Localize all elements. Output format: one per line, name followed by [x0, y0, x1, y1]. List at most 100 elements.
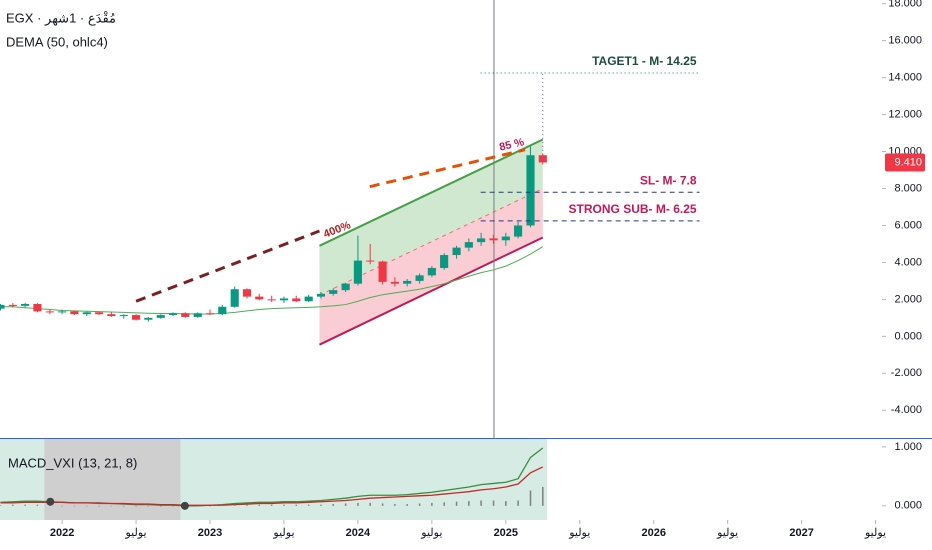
histogram-bar: [357, 502, 359, 506]
level-label: TAGET1 - M- 14.25: [592, 54, 697, 68]
channel-upper-fill: [319, 139, 543, 296]
candle-body: [427, 267, 436, 276]
histogram-bar: [147, 505, 150, 507]
candle-body: [341, 283, 350, 291]
candle-body: [255, 296, 264, 300]
level-label: SL- M- 7.8: [640, 173, 697, 187]
candle-body: [292, 298, 301, 302]
y-tick-label: -4.000: [891, 404, 922, 416]
y-tick-label: 6.000: [894, 219, 922, 231]
candle-body: [193, 313, 202, 317]
candle-body: [205, 313, 215, 315]
histogram-bar: [0, 505, 2, 506]
series-line: [0, 246, 544, 315]
histogram-bar: [98, 505, 100, 507]
histogram-bar: [61, 505, 63, 507]
histogram-bar: [480, 500, 482, 506]
candle-body: [440, 255, 449, 268]
y-tick-label: -2.000: [891, 367, 922, 379]
histogram-bar: [529, 490, 532, 506]
histogram-bar: [135, 505, 137, 507]
histogram-bar: [209, 505, 211, 507]
candle-body: [21, 304, 30, 306]
legend-entry: DEMA (50, ohlc4): [6, 34, 108, 49]
candle-body: [33, 304, 42, 312]
histogram-bar: [283, 504, 285, 506]
candle-body: [415, 275, 424, 281]
candle-body: [181, 313, 190, 317]
histogram-bar: [160, 505, 162, 507]
candle-body: [390, 281, 399, 284]
candle-body: [230, 289, 239, 307]
candle-body: [119, 315, 128, 317]
candle-body: [489, 238, 498, 241]
macd-title: MACD_VXI (13, 21, 8): [8, 455, 137, 470]
histogram-bar: [123, 505, 125, 507]
candle-body: [526, 155, 535, 226]
y-tick-label: 14.000: [888, 72, 922, 84]
y-tick-label: 8.000: [894, 182, 922, 194]
candle-body: [304, 296, 313, 302]
histogram-bar: [505, 501, 507, 506]
x-tick-label: 2024: [346, 527, 371, 539]
histogram-bar: [110, 505, 113, 507]
histogram-bar: [443, 502, 445, 506]
candle-body: [70, 311, 79, 315]
candle-body: [8, 304, 17, 306]
candle-body: [218, 306, 227, 315]
candle-body: [82, 312, 91, 315]
trendline: [369, 148, 526, 189]
candle-body: [95, 312, 104, 315]
candle-body: [329, 290, 338, 294]
x-tick-label: 2027: [789, 527, 813, 539]
histogram-bar: [492, 500, 495, 506]
histogram-bar: [307, 504, 310, 506]
histogram-bar: [196, 505, 199, 507]
x-tick-label: يوليو: [716, 527, 738, 539]
histogram-bar: [24, 504, 26, 506]
candle-body: [279, 298, 289, 301]
x-tick-label: يوليو: [864, 527, 886, 539]
channel-lower-fill: [319, 188, 543, 345]
y-tick-label: 2.000: [894, 293, 922, 305]
histogram-bar: [406, 504, 408, 506]
histogram-bar: [344, 503, 347, 506]
histogram-bar: [468, 501, 470, 506]
histogram-bar: [270, 504, 273, 506]
candle-body: [378, 261, 387, 282]
y-tick-label: 0.000: [894, 330, 922, 342]
histogram-bar: [455, 501, 458, 506]
x-tick-label: 2022: [50, 527, 74, 539]
candle-body: [267, 299, 276, 301]
x-tick-label: يوليو: [568, 527, 590, 539]
histogram-bar: [73, 505, 76, 507]
candle-body: [0, 304, 5, 309]
histogram-bar: [246, 504, 248, 506]
candle-body: [168, 313, 178, 316]
x-tick-label: يوليو: [420, 527, 442, 539]
channel-lower: [319, 236, 544, 346]
y-tick-label: 0.000: [894, 500, 922, 512]
histogram-bar: [542, 486, 544, 506]
marker: [46, 497, 55, 506]
histogram-bar: [221, 505, 224, 506]
macd-pane: 0.000 1.000 2022 يوليو 2023 يوليو 2024 يوليو 202…: [0, 439, 922, 539]
histogram-bar: [36, 504, 39, 506]
candle-body: [452, 247, 461, 256]
y-tick-label: 4.000: [894, 256, 922, 268]
candle-body: [366, 260, 375, 262]
candle-body: [45, 311, 54, 313]
background-range: [44, 439, 181, 520]
histogram-bar: [258, 504, 261, 506]
price-badge: [885, 153, 925, 172]
candle-body: [464, 242, 473, 248]
candle-body: [107, 314, 116, 317]
level-label: STRONG SUB- M- 6.25: [569, 202, 697, 216]
histogram-bar: [394, 504, 396, 506]
x-tick-label: يوليو: [272, 527, 294, 539]
histogram-bar: [332, 504, 334, 506]
annotation: 85 %: [498, 136, 525, 154]
histogram-bar: [295, 504, 297, 506]
histogram-bar: [12, 504, 14, 506]
